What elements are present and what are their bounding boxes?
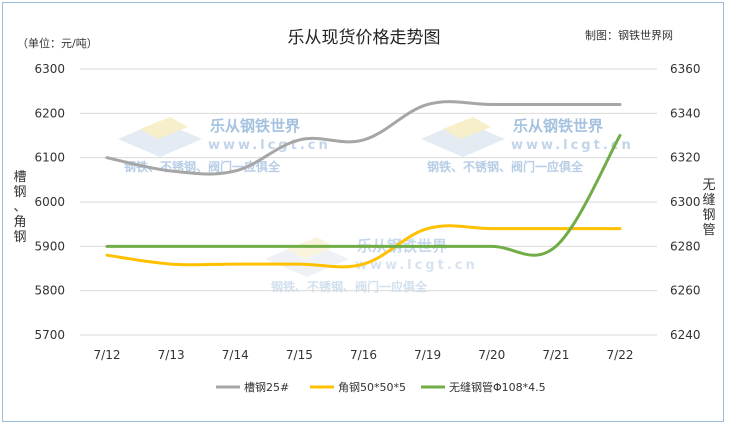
left-axis-ticks: 5700 5800 5900 6000 6100 6200 6300 <box>34 62 65 342</box>
source-label: 制图：钢铁世界网 <box>585 29 673 42</box>
watermark-url: www.lcgt.cn <box>355 258 478 273</box>
x-tick-label: 7/14 <box>222 348 249 362</box>
watermark: 乐从钢铁世界 www.lcgt.cn 钢铁、不锈钢、阀门一应俱全 <box>421 117 634 174</box>
left-axis-label-char: 钢 <box>13 230 26 245</box>
right-axis-label-char: 管 <box>702 223 715 238</box>
legend-label-3: 无缝钢管Φ108*4.5 <box>449 380 546 394</box>
watermark-url: www.lcgt.cn <box>208 138 331 153</box>
x-tick-label: 7/15 <box>286 348 313 362</box>
left-tick-label: 6200 <box>34 106 65 120</box>
watermark-brand: 乐从钢铁世界 <box>210 117 300 135</box>
watermark-slogan: 钢铁、不锈钢、阀门一应俱全 <box>427 159 584 174</box>
watermark-logo-shape <box>443 117 491 139</box>
left-axis-label-char: 钢 <box>13 185 26 200</box>
price-trend-chart: 乐从钢铁世界 www.lcgt.cn 钢铁、不锈钢、阀门一应俱全 乐从钢铁世界 www.… <box>13 28 715 394</box>
watermark-logo-shape <box>265 241 349 277</box>
x-tick-label: 7/16 <box>350 348 377 362</box>
chart-title: 乐从现货价格走势图 <box>288 28 441 48</box>
x-tick-label: 7/22 <box>607 348 634 362</box>
x-tick-label: 7/21 <box>542 348 569 362</box>
legend: 槽钢25# 角钢50*50*5 无缝钢管Φ108*4.5 <box>216 380 546 394</box>
right-tick-label: 6340 <box>670 106 701 120</box>
right-axis-label-char: 缝 <box>702 193 715 208</box>
right-axis-ticks: 6240 6260 6280 6300 6320 6340 6360 <box>670 62 701 342</box>
left-tick-label: 6000 <box>34 195 65 209</box>
x-tick-label: 7/13 <box>158 348 185 362</box>
watermark-logo-shape <box>421 121 505 157</box>
left-tick-label: 5700 <box>34 328 65 342</box>
x-tick-label: 7/19 <box>414 348 441 362</box>
right-axis-label-char: 钢 <box>702 208 715 223</box>
right-tick-label: 6300 <box>670 195 701 209</box>
watermark-url: www.lcgt.cn <box>511 138 634 153</box>
left-axis-label-char: 、 <box>13 200 26 215</box>
right-tick-label: 6360 <box>670 62 701 76</box>
watermark-layer: 乐从钢铁世界 www.lcgt.cn 钢铁、不锈钢、阀门一应俱全 乐从钢铁世界 www.… <box>118 117 634 294</box>
series-line-3 <box>105 134 622 257</box>
right-tick-label: 6280 <box>670 239 701 253</box>
watermark-logo-shape <box>118 121 202 157</box>
x-tick-label: 7/12 <box>94 348 121 362</box>
watermark-logo-shape <box>140 117 188 139</box>
legend-label-1: 槽钢25# <box>244 381 289 394</box>
chart-frame: 乐从钢铁世界 www.lcgt.cn 钢铁、不锈钢、阀门一应俱全 乐从钢铁世界 www.… <box>2 2 724 422</box>
right-axis-label-char: 无 <box>702 178 715 193</box>
legend-label-2: 角钢50*50*5 <box>338 381 406 394</box>
left-axis-label-char: 槽 <box>13 170 26 185</box>
left-tick-label: 6300 <box>34 62 65 76</box>
left-tick-label: 5800 <box>34 284 65 298</box>
right-tick-label: 6240 <box>670 328 701 342</box>
watermark-slogan: 钢铁、不锈钢、阀门一应俱全 <box>271 279 428 294</box>
left-tick-label: 6100 <box>34 151 65 165</box>
watermark-logo-shape <box>287 237 335 259</box>
left-axis-label-char: 角 <box>13 215 26 230</box>
unit-label: （单位：元/吨） <box>17 36 98 50</box>
right-axis-label: 无缝钢管 <box>702 178 715 238</box>
left-axis-label: 槽钢、角钢 <box>13 170 26 245</box>
watermark-brand: 乐从钢铁世界 <box>513 117 603 135</box>
right-tick-label: 6260 <box>670 284 701 298</box>
series-layer <box>105 100 622 269</box>
x-axis-ticks: 7/12 7/13 7/14 7/15 7/16 7/19 7/20 7/21 7/22 <box>94 348 634 362</box>
gridlines <box>80 68 657 336</box>
x-tick-label: 7/20 <box>478 348 505 362</box>
right-tick-label: 6320 <box>670 151 701 165</box>
left-tick-label: 5900 <box>34 239 65 253</box>
